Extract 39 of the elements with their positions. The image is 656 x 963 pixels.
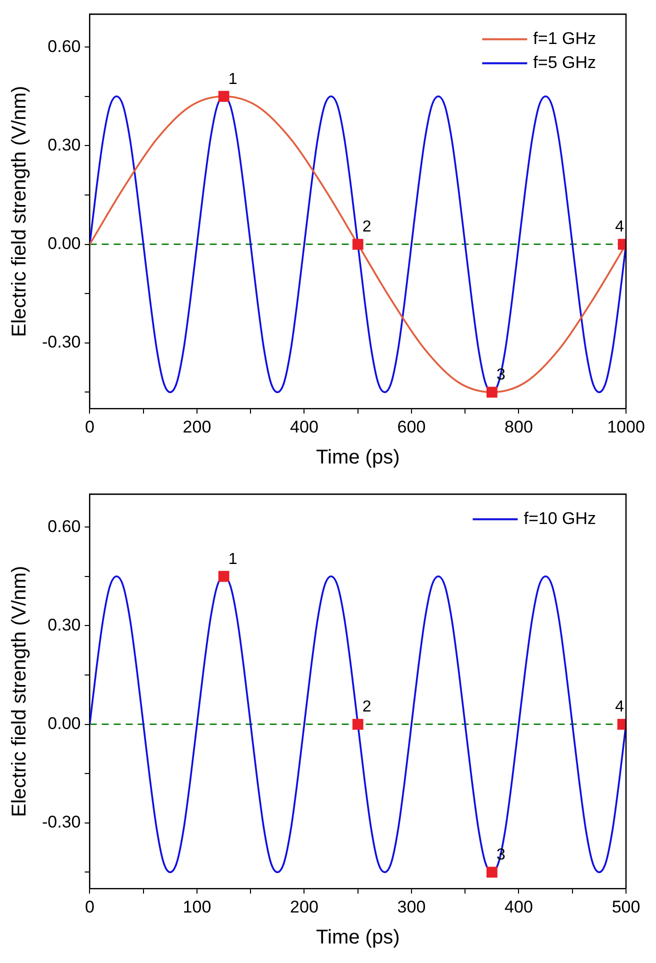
legend-label: f=10 GHz [524, 508, 596, 528]
x-tick-label: 200 [182, 417, 212, 436]
x-tick-label: 300 [397, 897, 426, 916]
y-tick-label: 0.60 [48, 36, 81, 56]
point [352, 238, 364, 250]
x-tick-label: 600 [397, 417, 426, 436]
annotation: 4 [615, 698, 624, 716]
annotation: 1 [228, 70, 238, 88]
x-tick-label: 100 [182, 897, 212, 916]
y-tick-label: -0.30 [42, 812, 81, 832]
y-axis-title: Electric field strength (V/nm) [8, 566, 31, 817]
y-tick-label: 0.30 [48, 135, 81, 154]
x-tick-label: 1000 [607, 417, 645, 436]
point [486, 866, 498, 878]
annotation: 1 [228, 550, 238, 568]
x-tick-label: 500 [612, 897, 640, 916]
x-tick-label: 400 [290, 417, 318, 436]
x-tick-label: 200 [290, 897, 318, 916]
y-axis-title: Electric field strength (V/nm) [8, 86, 31, 337]
annotation: 2 [362, 698, 372, 716]
x-tick-label: 0 [85, 417, 94, 436]
point [352, 718, 364, 730]
point [486, 386, 498, 398]
y-tick-label: 0.00 [48, 234, 81, 253]
legend-label: f=5 GHz [533, 52, 596, 72]
legend-label: f=1 GHz [533, 28, 596, 48]
x-tick-label: 800 [504, 417, 533, 436]
annotation: 4 [615, 218, 624, 236]
x-axis-title: Time (ps) [316, 446, 400, 469]
x-axis-title: Time (ps) [316, 926, 400, 949]
x-tick-label: 400 [504, 897, 533, 916]
point [218, 570, 230, 582]
y-tick-label: 0.60 [48, 516, 81, 536]
x-tick-label: 0 [85, 897, 94, 916]
point [218, 90, 230, 102]
annotation: 2 [362, 218, 372, 236]
y-tick-label: 0.00 [48, 714, 81, 733]
y-tick-label: 0.30 [48, 615, 81, 634]
y-tick-label: -0.30 [42, 332, 81, 352]
